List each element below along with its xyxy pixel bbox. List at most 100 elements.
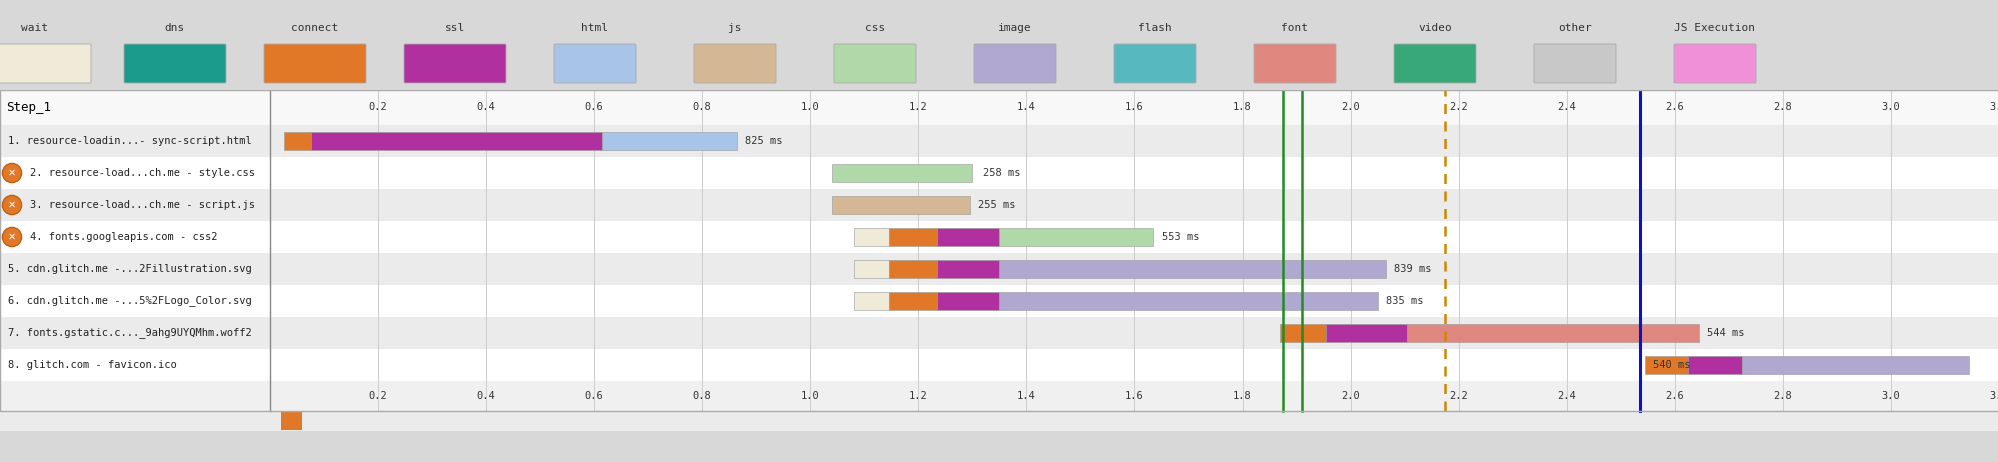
Text: html: html [581,23,607,33]
Text: 1.4: 1.4 [1017,391,1035,401]
Bar [0,349,1998,381]
Bar [0,317,1998,349]
Text: 3.2: 3.2 [1988,391,1998,401]
Text: 2.8: 2.8 [1772,103,1792,113]
Bar [937,292,999,310]
Text: JS Execution: JS Execution [1674,23,1754,33]
Text: connect: connect [292,23,338,33]
Bar [310,132,601,150]
FancyBboxPatch shape [0,44,92,83]
Text: 0.8: 0.8 [693,391,711,401]
Text: 1.8: 1.8 [1233,103,1251,113]
Text: 1. resource-loadin...- sync-script.html: 1. resource-loadin...- sync-script.html [8,136,252,146]
Bar [0,253,1998,285]
Text: 3.0: 3.0 [1880,391,1900,401]
FancyBboxPatch shape [404,44,505,83]
FancyBboxPatch shape [833,44,915,83]
Text: ssl: ssl [446,23,466,33]
Bar [0,189,1998,221]
Text: wait: wait [22,23,48,33]
Text: 2.4: 2.4 [1556,103,1574,113]
Text: 544 ms: 544 ms [1706,328,1744,338]
Text: 0.4: 0.4 [476,391,496,401]
Bar [831,164,971,182]
Bar [0,90,1998,125]
Circle shape [2,164,22,182]
Bar [0,221,1998,253]
Text: 2.2: 2.2 [1449,391,1467,401]
Text: 4. fonts.googleapis.com - css2: 4. fonts.googleapis.com - css2 [30,232,218,242]
Text: 540 ms: 540 ms [1652,360,1690,370]
Text: 3.2: 3.2 [1988,103,1998,113]
Text: 7. fonts.gstatic.c..._9ahg9UYQMhm.woff2: 7. fonts.gstatic.c..._9ahg9UYQMhm.woff2 [8,328,252,339]
Bar [1742,356,1968,374]
FancyBboxPatch shape [1113,44,1195,83]
Bar [999,260,1385,278]
FancyBboxPatch shape [973,44,1055,83]
Text: 2.0: 2.0 [1341,103,1359,113]
Text: video: video [1417,23,1451,33]
Text: Step_1: Step_1 [6,101,52,114]
Text: 0.2: 0.2 [368,103,388,113]
Bar [1281,324,1325,342]
FancyBboxPatch shape [1393,44,1475,83]
Text: 1.0: 1.0 [801,103,819,113]
Text: 825 ms: 825 ms [745,136,783,146]
FancyBboxPatch shape [693,44,775,83]
Bar [280,412,302,430]
FancyBboxPatch shape [1532,44,1614,83]
Bar [831,196,969,214]
Bar [1407,324,1698,342]
Text: 0.6: 0.6 [585,103,603,113]
Text: other: other [1556,23,1590,33]
Text: 1.6: 1.6 [1125,103,1143,113]
Bar [284,132,310,150]
Text: 1.2: 1.2 [909,103,927,113]
FancyBboxPatch shape [1253,44,1335,83]
Text: js: js [727,23,741,33]
Text: 1.6: 1.6 [1125,391,1143,401]
Bar [601,132,737,150]
Text: dns: dns [164,23,186,33]
Text: 8. glitch.com - favicon.ico: 8. glitch.com - favicon.ico [8,360,176,370]
Text: 2.4: 2.4 [1556,391,1574,401]
Bar [889,228,937,246]
Text: 3.0: 3.0 [1880,103,1900,113]
Text: ✕: ✕ [8,232,16,242]
Text: 2.6: 2.6 [1664,391,1684,401]
Text: flash: flash [1137,23,1171,33]
Bar [0,125,1998,157]
Text: css: css [865,23,885,33]
Text: 6. cdn.glitch.me -...5%2FLogo_Color.svg: 6. cdn.glitch.me -...5%2FLogo_Color.svg [8,296,252,306]
Bar [937,228,999,246]
Text: 553 ms: 553 ms [1161,232,1199,242]
Bar [853,260,889,278]
Bar [1325,324,1407,342]
Circle shape [2,227,22,247]
Text: 255 ms: 255 ms [977,200,1015,210]
Text: 2. resource-load...ch.me - style.css: 2. resource-load...ch.me - style.css [30,168,256,178]
Bar [889,292,937,310]
Text: image: image [997,23,1031,33]
Bar [853,228,889,246]
Text: 2.0: 2.0 [1341,391,1359,401]
Bar [1688,356,1742,374]
Bar [0,411,1998,431]
Text: ✕: ✕ [8,168,16,178]
Text: 0.6: 0.6 [585,391,603,401]
Text: 0.2: 0.2 [368,391,388,401]
Text: 0.4: 0.4 [476,103,496,113]
FancyBboxPatch shape [124,44,226,83]
Text: 835 ms: 835 ms [1385,296,1423,306]
Bar [999,292,1377,310]
Bar [0,381,1998,411]
Text: font: font [1281,23,1309,33]
Text: 1.0: 1.0 [801,391,819,401]
Bar [0,285,1998,317]
FancyBboxPatch shape [1672,44,1754,83]
Bar [937,260,999,278]
Text: 839 ms: 839 ms [1393,264,1431,274]
Text: 2.8: 2.8 [1772,391,1792,401]
Text: ✕: ✕ [8,200,16,210]
Bar [853,292,889,310]
